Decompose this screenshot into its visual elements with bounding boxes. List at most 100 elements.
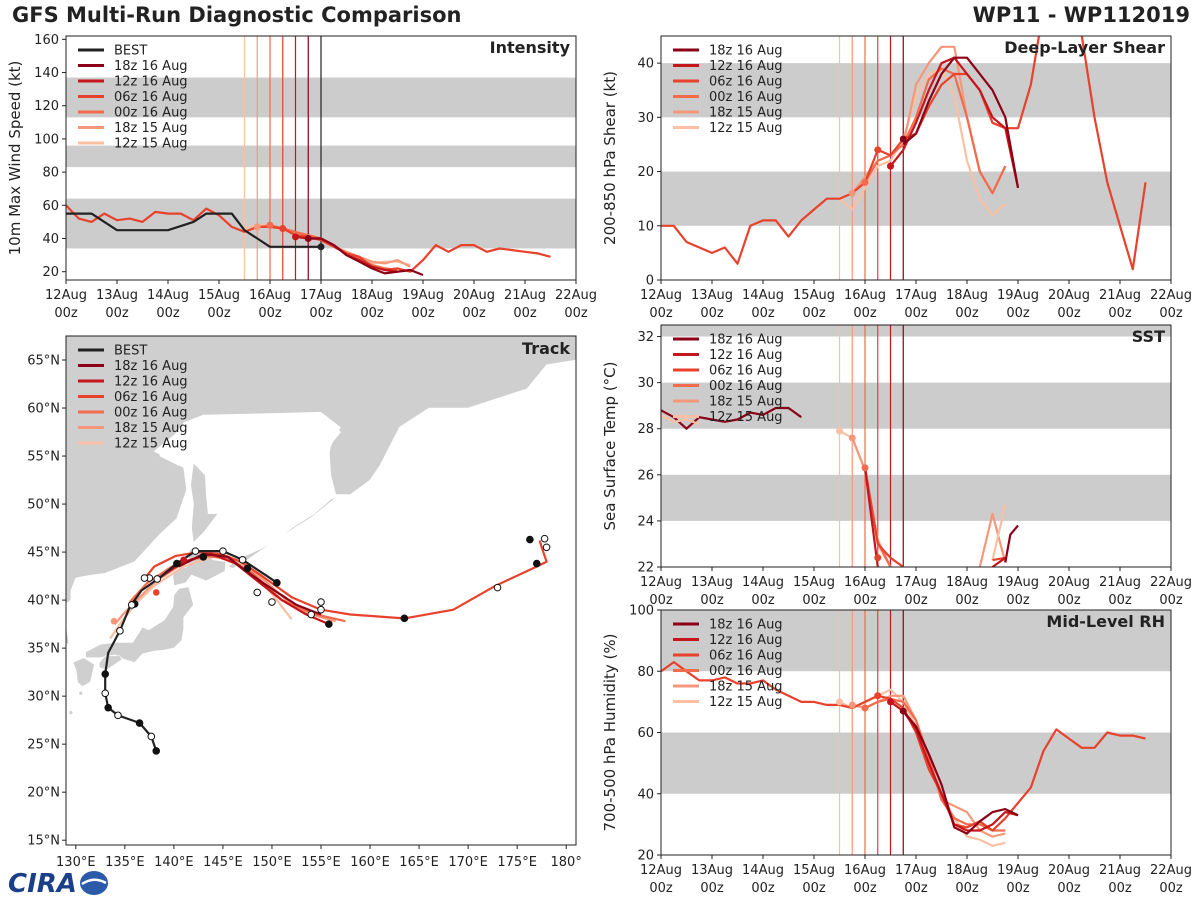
y-tick-label: 40 bbox=[42, 232, 59, 247]
track-point bbox=[135, 719, 144, 727]
x-tick-hour-label: 00z bbox=[649, 881, 673, 896]
track-point bbox=[199, 553, 208, 561]
series-marker bbox=[899, 707, 907, 715]
series-line bbox=[863, 467, 904, 567]
x-tick-day-label: 15Aug bbox=[793, 288, 835, 303]
track-point bbox=[114, 711, 122, 720]
x-tick-hour-label: 00z bbox=[1057, 593, 1081, 608]
y-axis-label: 10m Max Wind Speed (kt) bbox=[6, 61, 24, 256]
lat-tick-label: 30°N bbox=[27, 690, 60, 705]
x-tick-hour-label: 00z bbox=[1108, 593, 1132, 608]
x-tick-hour-label: 00z bbox=[802, 881, 826, 896]
y-tick-label: 20 bbox=[637, 165, 654, 180]
plot-area bbox=[661, 325, 1171, 567]
x-tick-hour-label: 00z bbox=[751, 593, 775, 608]
land-mainland bbox=[66, 336, 576, 645]
y-tick-label: 32 bbox=[637, 330, 654, 345]
x-tick-day-label: 18Aug bbox=[946, 288, 988, 303]
x-tick-day-label: 14Aug bbox=[147, 288, 189, 303]
track-point bbox=[542, 543, 551, 552]
x-tick-hour-label: 00z bbox=[258, 306, 282, 321]
series-marker bbox=[861, 704, 869, 712]
track-point bbox=[243, 564, 252, 573]
x-tick-day-label: 17Aug bbox=[300, 288, 342, 303]
track-point bbox=[127, 601, 136, 609]
track-point bbox=[191, 547, 200, 555]
x-tick-hour-label: 00z bbox=[309, 306, 333, 321]
track-point bbox=[493, 583, 502, 592]
x-tick-day-label: 19Aug bbox=[997, 288, 1039, 303]
cira-globe-icon bbox=[80, 871, 108, 895]
track-point bbox=[268, 598, 276, 606]
legend-label: 00z 16 Aug bbox=[114, 106, 188, 121]
track-forecast-point bbox=[152, 589, 160, 596]
legend-label: 18z 15 Aug bbox=[709, 106, 783, 121]
series-marker bbox=[887, 162, 894, 170]
series-line bbox=[991, 504, 1007, 561]
land-shikoku bbox=[99, 655, 123, 671]
plot-area bbox=[66, 36, 576, 280]
track-point bbox=[526, 535, 534, 544]
x-tick-day-label: 22Aug bbox=[1150, 288, 1192, 303]
series-marker bbox=[317, 243, 325, 251]
x-tick-hour-label: 00z bbox=[462, 306, 486, 321]
land-sakhalin bbox=[190, 462, 219, 544]
legend-label: 12z 16 Aug bbox=[709, 348, 783, 363]
y-tick-label: 24 bbox=[637, 514, 654, 529]
legend-label: 18z 15 Aug bbox=[114, 421, 188, 436]
x-tick-day-label: 21Aug bbox=[1099, 575, 1141, 590]
x-tick-hour-label: 00z bbox=[904, 881, 928, 896]
cira-logo: CIRA bbox=[8, 869, 108, 898]
x-tick-hour-label: 00z bbox=[955, 881, 979, 896]
lat-tick-label: 65°N bbox=[27, 354, 60, 369]
series-marker bbox=[279, 225, 287, 233]
x-tick-day-label: 14Aug bbox=[742, 863, 784, 878]
panel-title: Mid-Level RH bbox=[1046, 612, 1165, 631]
series-marker bbox=[899, 135, 907, 143]
x-tick-hour-label: 00z bbox=[156, 306, 180, 321]
legend-label: 00z 16 Aug bbox=[709, 379, 783, 394]
x-tick-day-label: 17Aug bbox=[895, 863, 937, 878]
track-point bbox=[152, 747, 161, 755]
legend-label: 18z 15 Aug bbox=[709, 395, 783, 410]
y-tick-label: 100 bbox=[629, 604, 654, 619]
x-tick-hour-label: 00z bbox=[1108, 881, 1132, 896]
track-point bbox=[317, 598, 325, 606]
x-tick-hour-label: 00z bbox=[955, 593, 979, 608]
x-tick-day-label: 13Aug bbox=[691, 288, 733, 303]
series-line bbox=[863, 467, 879, 567]
lon-tick-label: 160°E bbox=[350, 855, 390, 870]
track-point bbox=[219, 547, 227, 555]
y-tick-label: 160 bbox=[34, 33, 59, 48]
series-line bbox=[902, 56, 1020, 188]
x-tick-hour-label: 00z bbox=[1006, 881, 1030, 896]
track-point bbox=[238, 555, 247, 564]
x-tick-day-label: 13Aug bbox=[96, 288, 138, 303]
track-point bbox=[140, 574, 149, 582]
y-tick-label: 80 bbox=[637, 665, 654, 680]
legend-label: 12z 16 Aug bbox=[114, 375, 188, 390]
x-tick-day-label: 18Aug bbox=[351, 288, 393, 303]
shaded-band bbox=[661, 610, 1171, 672]
x-tick-day-label: 17Aug bbox=[895, 575, 937, 590]
x-tick-hour-label: 00z bbox=[904, 306, 928, 321]
land-island bbox=[52, 731, 55, 734]
legend-label: 18z 16 Aug bbox=[709, 333, 783, 348]
legend-label: 00z 16 Aug bbox=[114, 406, 188, 421]
x-tick-hour-label: 00z bbox=[955, 306, 979, 321]
x-tick-hour-label: 00z bbox=[700, 593, 724, 608]
x-tick-hour-label: 00z bbox=[54, 306, 78, 321]
plot-area bbox=[661, 610, 1171, 855]
x-tick-day-label: 21Aug bbox=[504, 288, 546, 303]
series-line bbox=[1004, 524, 1019, 563]
legend-label: 12z 15 Aug bbox=[114, 137, 188, 152]
track-point bbox=[101, 689, 110, 698]
x-tick-day-label: 21Aug bbox=[1099, 288, 1141, 303]
lon-tick-label: 155°E bbox=[301, 855, 341, 870]
x-tick-day-label: 16Aug bbox=[249, 288, 291, 303]
x-tick-hour-label: 00z bbox=[649, 306, 673, 321]
series-line bbox=[864, 67, 1007, 195]
x-tick-day-label: 20Aug bbox=[1048, 288, 1090, 303]
x-tick-day-label: 17Aug bbox=[895, 288, 937, 303]
